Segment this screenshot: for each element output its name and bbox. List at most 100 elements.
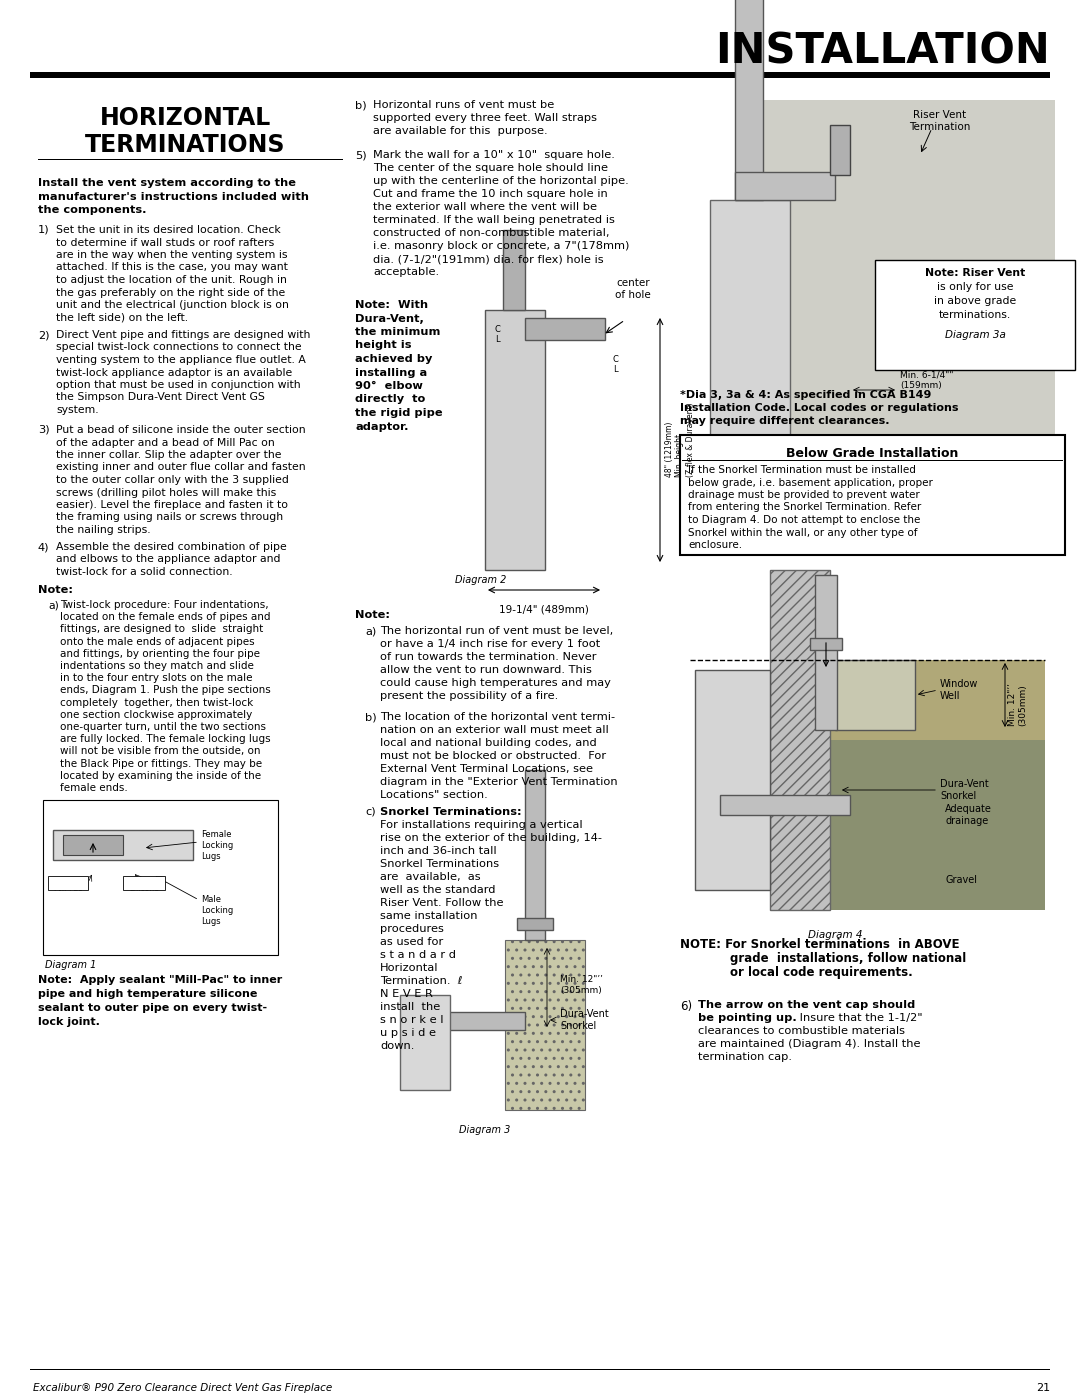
- Text: the rigid pipe: the rigid pipe: [355, 408, 443, 418]
- Text: Snorkel Terminations: Snorkel Terminations: [380, 859, 499, 869]
- Text: is only for use: is only for use: [936, 282, 1013, 292]
- Text: Note:  With: Note: With: [355, 300, 428, 310]
- Text: i.e. masonry block or concrete, a 7"(178mm): i.e. masonry block or concrete, a 7"(178…: [373, 242, 630, 251]
- Text: fittings, are designed to  slide  straight: fittings, are designed to slide straight: [60, 624, 264, 634]
- Text: *Dia 3, 3a & 4: As specified in CGA B149: *Dia 3, 3a & 4: As specified in CGA B149: [680, 390, 931, 400]
- Text: easier). Level the fireplace and fasten it to: easier). Level the fireplace and fasten …: [56, 500, 288, 510]
- Bar: [503, 231, 525, 310]
- Polygon shape: [760, 101, 1055, 541]
- Text: from entering the Snorkel Termination. Refer: from entering the Snorkel Termination. R…: [688, 503, 921, 513]
- Text: are maintained (Diagram 4). Install the: are maintained (Diagram 4). Install the: [698, 1039, 920, 1049]
- Bar: [400, 995, 450, 1090]
- Text: center
of hole: center of hole: [616, 278, 651, 300]
- Bar: [735, 172, 835, 200]
- Text: the nailing strips.: the nailing strips.: [56, 525, 150, 535]
- Text: height is: height is: [355, 341, 411, 351]
- Text: to Diagram 4. Do not attempt to enclose the: to Diagram 4. Do not attempt to enclose …: [688, 515, 920, 525]
- Text: Excalibur® P90 Zero Clearance Direct Vent Gas Fireplace: Excalibur® P90 Zero Clearance Direct Ven…: [33, 1383, 333, 1393]
- Text: sealant to outer pipe on every twist-: sealant to outer pipe on every twist-: [38, 1003, 267, 1013]
- Text: NOTE: For Snorkel terminations  in ABOVE: NOTE: For Snorkel terminations in ABOVE: [680, 937, 959, 951]
- Text: below grade, i.e. basement application, proper: below grade, i.e. basement application, …: [688, 478, 933, 488]
- Bar: [525, 770, 545, 940]
- Text: b): b): [365, 712, 377, 722]
- Text: could cause high temperatures and may: could cause high temperatures and may: [380, 678, 611, 687]
- Text: HORIZONTAL: HORIZONTAL: [99, 106, 271, 130]
- Text: 48" (1219mm)
Min. height
(Z-flex & DuraVent): 48" (1219mm) Min. height (Z-flex & DuraV…: [665, 402, 694, 478]
- Text: to the outer collar only with the 3 supplied: to the outer collar only with the 3 supp…: [56, 475, 288, 485]
- Bar: [696, 671, 770, 890]
- Text: may require different clearances.: may require different clearances.: [680, 416, 890, 426]
- Text: Horizontal runs of vent must be: Horizontal runs of vent must be: [373, 101, 554, 110]
- Text: procedures: procedures: [380, 923, 444, 935]
- Text: be pointing up.: be pointing up.: [698, 1013, 797, 1023]
- Text: 19-1/4" (489mm): 19-1/4" (489mm): [499, 605, 589, 615]
- Text: of run towards the termination. Never: of run towards the termination. Never: [380, 652, 596, 662]
- Text: Diagram 1: Diagram 1: [45, 960, 96, 970]
- Text: option that must be used in conjunction with: option that must be used in conjunction …: [56, 380, 300, 390]
- Text: The arrow on the vent cap should: The arrow on the vent cap should: [698, 1000, 915, 1010]
- Text: are  available,  as: are available, as: [380, 872, 481, 882]
- Text: Window
Well: Window Well: [940, 679, 978, 701]
- Text: must not be blocked or obstructed.  For: must not be blocked or obstructed. For: [380, 752, 606, 761]
- Text: completely  together, then twist-lock: completely together, then twist-lock: [60, 697, 253, 708]
- Text: the Simpson Dura-Vent Direct Vent GS: the Simpson Dura-Vent Direct Vent GS: [56, 393, 265, 402]
- Text: will not be visible from the outside, on: will not be visible from the outside, on: [60, 746, 260, 756]
- Text: INSTALLATION: INSTALLATION: [715, 31, 1050, 73]
- Text: drainage must be provided to prevent water: drainage must be provided to prevent wat…: [688, 490, 920, 500]
- Text: diagram in the "Exterior Vent Termination: diagram in the "Exterior Vent Terminatio…: [380, 777, 618, 787]
- Text: The location of the horizontal vent termi-: The location of the horizontal vent term…: [380, 712, 616, 722]
- Text: Snorkel Terminations:: Snorkel Terminations:: [380, 807, 522, 817]
- Text: local and national building codes, and: local and national building codes, and: [380, 738, 597, 747]
- Text: in to the four entry slots on the male: in to the four entry slots on the male: [60, 673, 253, 683]
- Text: s t a n d a r d: s t a n d a r d: [380, 950, 456, 960]
- Bar: [735, 0, 762, 200]
- Text: or have a 1/4 inch rise for every 1 foot: or have a 1/4 inch rise for every 1 foot: [380, 638, 600, 650]
- Bar: [810, 638, 842, 650]
- Text: indentations so they match and slide: indentations so they match and slide: [60, 661, 254, 671]
- Bar: [43, 800, 278, 956]
- Text: supported every three feet. Wall straps: supported every three feet. Wall straps: [373, 113, 597, 123]
- Text: the inner collar. Slip the adapter over the: the inner collar. Slip the adapter over …: [56, 450, 282, 460]
- Text: one section clockwise approximately: one section clockwise approximately: [60, 710, 253, 719]
- Text: 5): 5): [355, 149, 366, 161]
- Text: Gravel: Gravel: [945, 875, 977, 886]
- Text: grade  installations, follow national: grade installations, follow national: [730, 951, 967, 965]
- Text: u p s i d e: u p s i d e: [380, 1028, 436, 1038]
- Text: unit and the electrical (junction block is on: unit and the electrical (junction block …: [56, 300, 288, 310]
- Text: constructed of non-combustible material,: constructed of non-combustible material,: [373, 228, 609, 237]
- Text: Riser Vent
Termination: Riser Vent Termination: [909, 110, 971, 131]
- Text: twist-lock for a solid connection.: twist-lock for a solid connection.: [56, 567, 232, 577]
- Text: 21: 21: [1036, 1383, 1050, 1393]
- Text: c): c): [365, 807, 376, 817]
- Text: to adjust the location of the unit. Rough in: to adjust the location of the unit. Roug…: [56, 275, 287, 285]
- Text: located on the female ends of pipes and: located on the female ends of pipes and: [60, 612, 270, 622]
- Text: Mill-Pac: Mill-Pac: [53, 884, 83, 893]
- Text: Note:: Note:: [355, 610, 390, 620]
- Text: Snorkel within the wall, or any other type of: Snorkel within the wall, or any other ty…: [688, 528, 918, 538]
- Text: screws (drilling pilot holes will make this: screws (drilling pilot holes will make t…: [56, 488, 276, 497]
- Text: clearances to combustible materials: clearances to combustible materials: [698, 1025, 905, 1037]
- Text: Male
Locking
Lugs: Male Locking Lugs: [201, 895, 233, 926]
- Text: same installation: same installation: [380, 911, 477, 921]
- Text: inch and 36-inch tall: inch and 36-inch tall: [380, 847, 497, 856]
- Text: C
L: C L: [494, 326, 500, 345]
- Text: Diagram 2: Diagram 2: [455, 576, 507, 585]
- Text: are fully locked. The female locking lugs: are fully locked. The female locking lug…: [60, 735, 271, 745]
- Text: Min. 6-1/4""
(159mm): Min. 6-1/4"" (159mm): [900, 370, 954, 390]
- Text: Adequate
drainage: Adequate drainage: [945, 805, 991, 826]
- Text: present the possibility of a fire.: present the possibility of a fire.: [380, 692, 558, 701]
- Text: the minimum: the minimum: [355, 327, 441, 337]
- Bar: [517, 918, 553, 930]
- Text: 3): 3): [38, 425, 50, 434]
- Text: Note:: Note:: [38, 585, 73, 595]
- Text: The center of the square hole should line: The center of the square hole should lin…: [373, 163, 608, 173]
- Text: External Vent Terminal Locations, see: External Vent Terminal Locations, see: [380, 764, 593, 774]
- Text: Dura-Vent,: Dura-Vent,: [355, 313, 423, 324]
- Text: Installation Code. Local codes or regulations: Installation Code. Local codes or regula…: [680, 402, 959, 414]
- Text: Diagram 3: Diagram 3: [459, 1125, 511, 1134]
- Text: special twist-lock connections to connect the: special twist-lock connections to connec…: [56, 342, 301, 352]
- Text: up with the centerline of the horizontal pipe.: up with the centerline of the horizontal…: [373, 176, 629, 186]
- Bar: [831, 124, 850, 175]
- Text: twist-lock appliance adaptor is an available: twist-lock appliance adaptor is an avail…: [56, 367, 293, 377]
- Text: the framing using nails or screws through: the framing using nails or screws throug…: [56, 513, 283, 522]
